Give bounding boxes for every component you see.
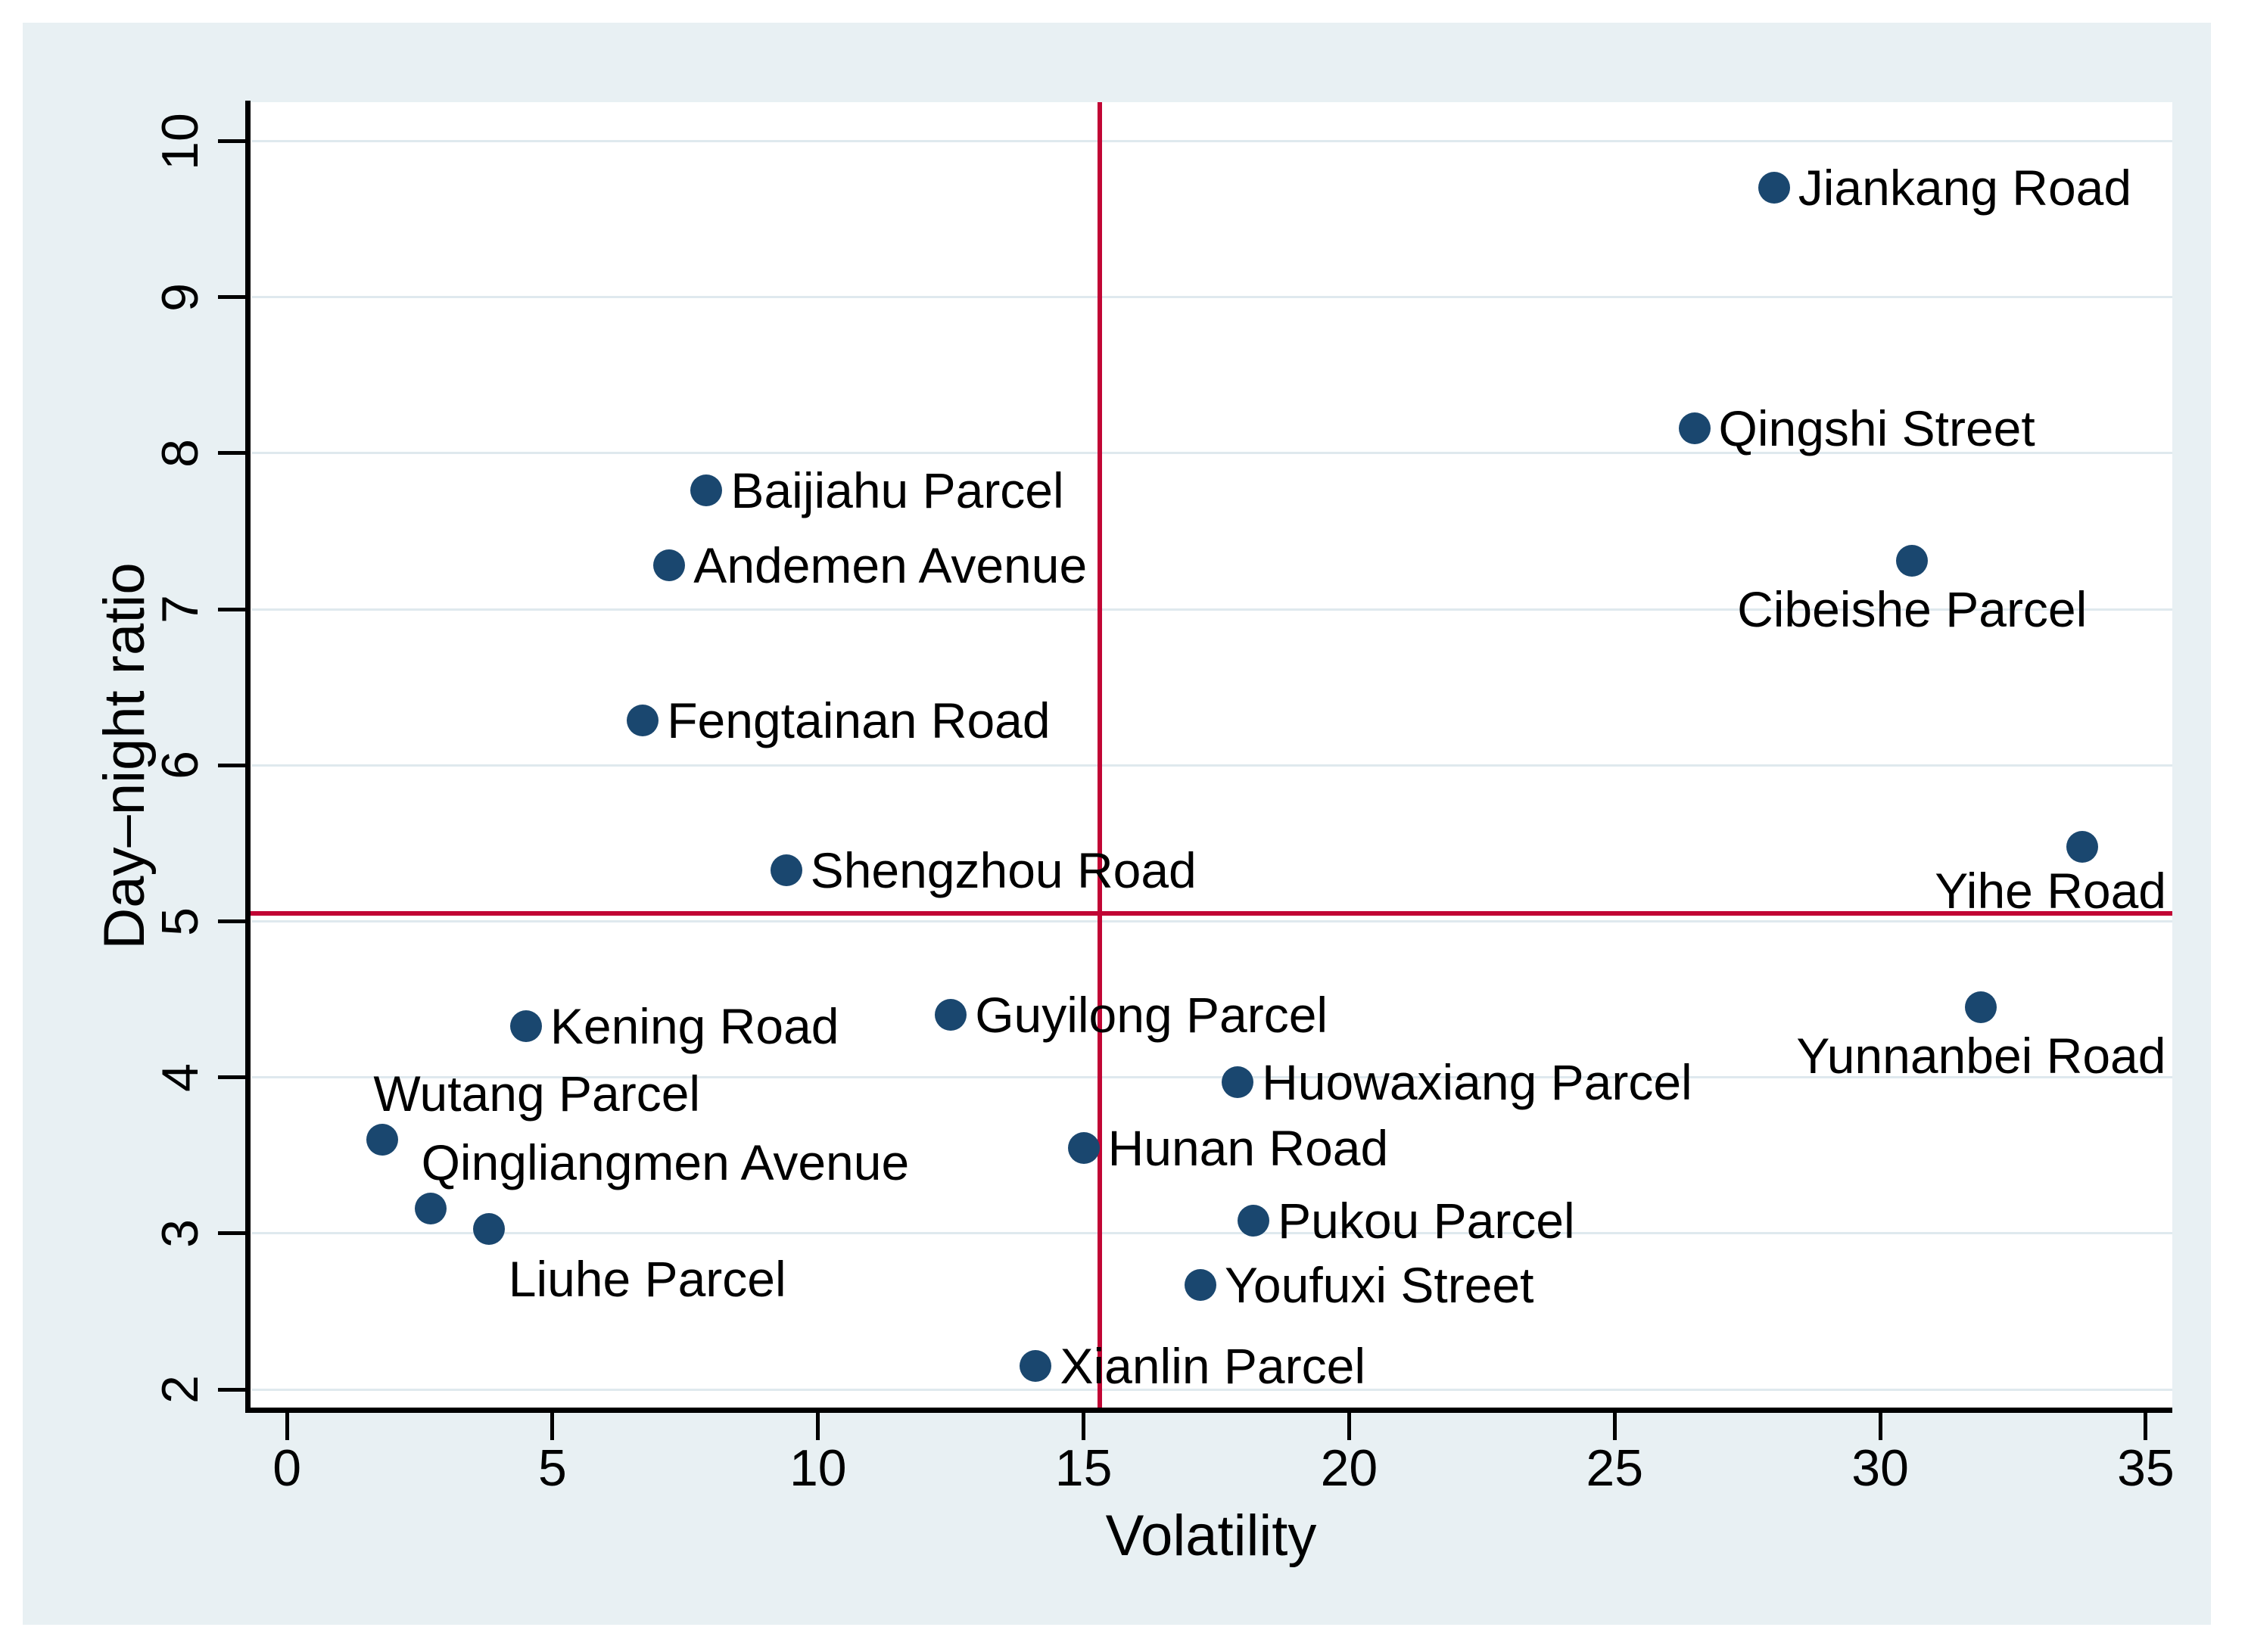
y-tick-2 (218, 1387, 245, 1392)
plot-area (250, 102, 2172, 1410)
y-tick-label-5: 5 (151, 907, 209, 936)
gridline-y-4 (252, 1076, 2172, 1079)
data-point-dot-2 (690, 474, 723, 507)
data-point-dot-0 (1758, 172, 1790, 204)
data-point-dot-10 (1965, 991, 1997, 1023)
x-tick-30 (1878, 1413, 1882, 1440)
y-tick-3 (218, 1231, 245, 1236)
y-tick-5 (218, 919, 245, 924)
data-point-dot-9 (935, 999, 967, 1031)
data-point-label-14: Qingliangmen Avenue (421, 1134, 910, 1190)
x-tick-15 (1082, 1413, 1086, 1440)
data-point-label-5: Fengtainan Road (667, 692, 1051, 748)
y-tick-10 (218, 139, 245, 144)
data-point-label-0: Jiankang Road (1798, 160, 2132, 216)
x-tick-label-35: 35 (2117, 1439, 2175, 1497)
y-tick-label-7: 7 (151, 595, 209, 624)
data-point-dot-17 (1184, 1269, 1216, 1302)
data-point-label-9: Guyilong Parcel (975, 987, 1328, 1044)
gridline-y-7 (252, 608, 2172, 611)
y-tick-label-8: 8 (151, 439, 209, 468)
y-tick-9 (218, 295, 245, 300)
data-point-dot-11 (1222, 1066, 1254, 1098)
gridline-y-3 (252, 1232, 2172, 1235)
y-tick-label-3: 3 (151, 1219, 209, 1248)
data-point-dot-6 (770, 854, 802, 886)
y-axis-line (245, 101, 251, 1413)
x-tick-35 (2144, 1413, 2148, 1440)
data-point-dot-14 (414, 1192, 447, 1224)
data-point-label-2: Baijiahu Parcel (730, 462, 1064, 519)
gridline-y-2 (252, 1388, 2172, 1391)
data-point-dot-3 (653, 549, 686, 582)
data-point-label-17: Youfuxi Street (1224, 1257, 1534, 1314)
x-tick-label-20: 20 (1320, 1439, 1378, 1497)
x-tick-label-5: 5 (538, 1439, 567, 1497)
data-point-dot-7 (2066, 830, 2098, 863)
data-point-label-4: Cibeishe Parcel (1737, 581, 2088, 638)
data-point-label-11: Huowaxiang Parcel (1262, 1053, 1692, 1110)
gridline-y-10 (252, 140, 2172, 143)
x-tick-5 (550, 1413, 555, 1440)
y-tick-label-10: 10 (151, 112, 209, 170)
gridline-y-8 (252, 452, 2172, 455)
data-point-dot-18 (1020, 1350, 1052, 1383)
data-point-label-18: Xianlin Parcel (1060, 1338, 1365, 1395)
data-point-dot-16 (1238, 1205, 1270, 1237)
y-tick-label-6: 6 (151, 751, 209, 780)
y-tick-label-4: 4 (151, 1062, 209, 1092)
y-tick-label-9: 9 (151, 282, 209, 312)
data-point-label-7: Yihe Road (1935, 862, 2166, 919)
x-tick-label-10: 10 (789, 1439, 847, 1497)
data-point-label-3: Andemen Avenue (693, 537, 1088, 594)
x-axis-title: Volatility (1105, 1504, 1317, 1568)
y-tick-6 (218, 763, 245, 767)
x-tick-25 (1612, 1413, 1617, 1440)
ref-line-horizontal (250, 911, 2172, 916)
data-point-dot-12 (366, 1124, 399, 1156)
data-point-dot-15 (472, 1212, 505, 1245)
gridline-y-9 (252, 296, 2172, 299)
x-tick-10 (816, 1413, 820, 1440)
data-point-label-15: Liuhe Parcel (508, 1250, 786, 1307)
x-tick-label-15: 15 (1054, 1439, 1113, 1497)
data-point-dot-5 (627, 704, 659, 736)
data-point-dot-4 (1896, 545, 1929, 577)
x-axis-line (245, 1408, 2172, 1413)
y-tick-4 (218, 1075, 245, 1080)
y-tick-7 (218, 607, 245, 611)
data-point-label-1: Qingshi Street (1718, 400, 2035, 456)
x-tick-label-30: 30 (1851, 1439, 1909, 1497)
data-point-label-12: Wutang Parcel (373, 1066, 701, 1122)
data-point-dot-13 (1067, 1131, 1100, 1164)
x-tick-label-25: 25 (1586, 1439, 1644, 1497)
data-point-label-8: Kening Road (550, 997, 839, 1054)
data-point-label-16: Pukou Parcel (1278, 1193, 1575, 1249)
y-tick-8 (218, 451, 245, 456)
data-point-label-10: Yunnanbei Road (1796, 1027, 2166, 1084)
x-tick-20 (1347, 1413, 1351, 1440)
x-tick-label-0: 0 (272, 1439, 302, 1497)
data-point-dot-1 (1678, 412, 1711, 444)
data-point-label-6: Shengzhou Road (810, 842, 1197, 898)
y-axis-title: Day–night ratio (92, 562, 157, 950)
gridline-y-6 (252, 764, 2172, 767)
gridline-y-5 (252, 920, 2172, 923)
data-point-dot-8 (509, 1010, 542, 1042)
y-tick-label-2: 2 (151, 1375, 209, 1405)
ref-line-vertical (1097, 102, 1102, 1410)
x-tick-0 (285, 1413, 289, 1440)
data-point-label-13: Hunan Road (1107, 1119, 1389, 1176)
